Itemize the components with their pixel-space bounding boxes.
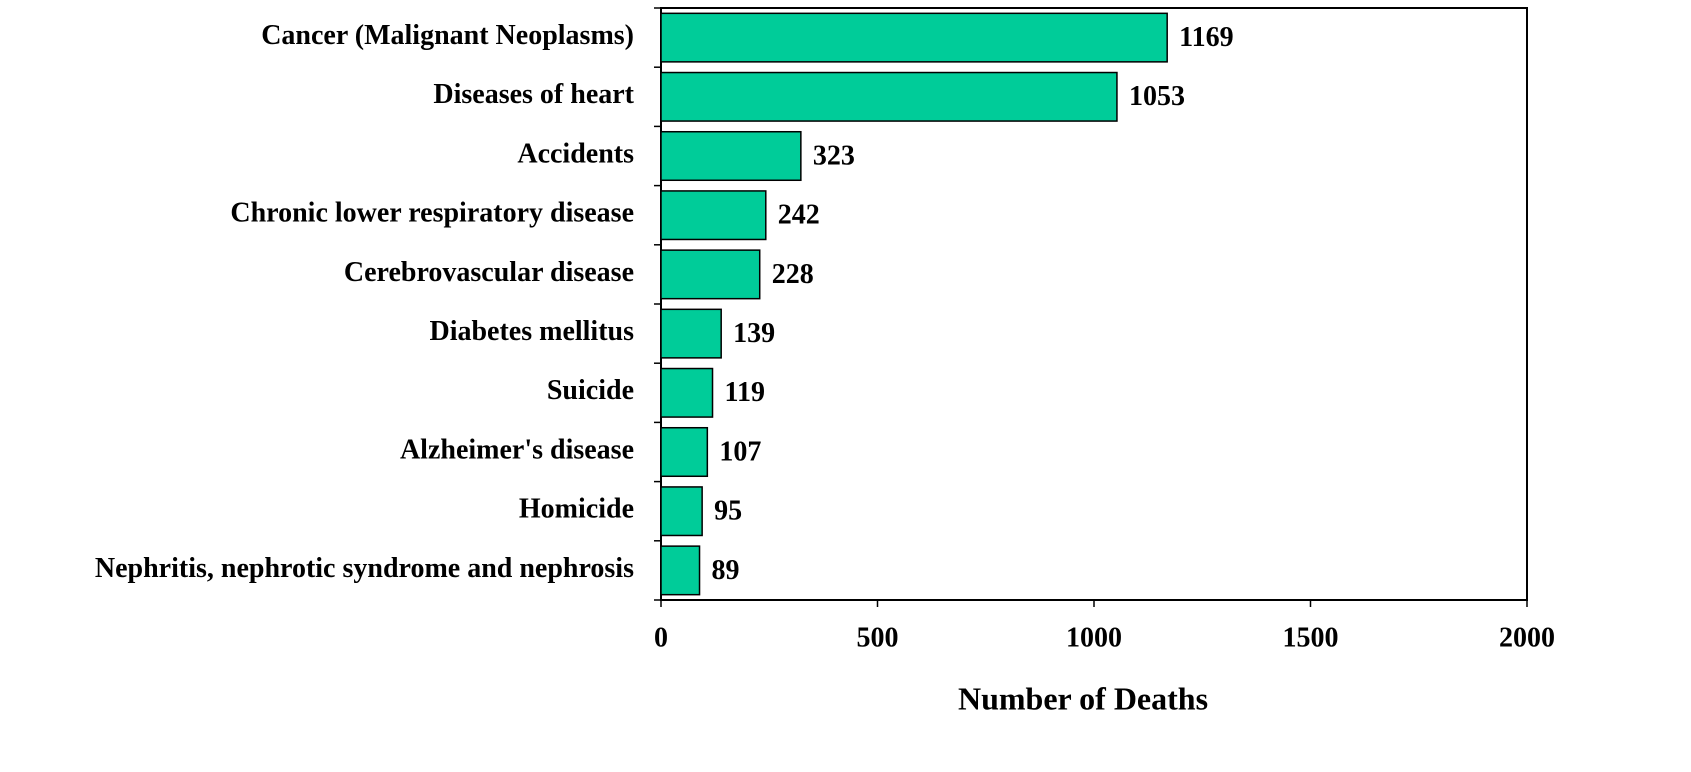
bar xyxy=(660,71,1118,122)
y-tick-label: Diseases of heart xyxy=(433,79,634,110)
y-tick-label: Chronic lower respiratory disease xyxy=(230,198,634,229)
data-label: 89 xyxy=(712,555,740,586)
bar xyxy=(660,486,703,537)
data-label: 242 xyxy=(778,200,820,231)
bar xyxy=(660,545,701,596)
data-label: 228 xyxy=(772,259,814,290)
bar xyxy=(660,308,722,359)
bar xyxy=(660,130,802,182)
x-tick-label: 0 xyxy=(654,622,668,653)
data-label: 95 xyxy=(714,496,742,527)
data-label: 1053 xyxy=(1129,81,1185,112)
y-tick-label: Accidents xyxy=(517,138,634,169)
y-tick-label: Alzheimer's disease xyxy=(400,434,634,465)
y-tick-label: Homicide xyxy=(519,494,634,525)
data-label: 139 xyxy=(733,318,775,349)
y-tick-label: Suicide xyxy=(547,375,634,406)
data-label: 107 xyxy=(719,436,761,467)
x-tick-label: 1000 xyxy=(1066,622,1122,653)
y-tick-label: Diabetes mellitus xyxy=(429,316,634,347)
bar xyxy=(660,190,767,241)
x-tick-label: 2000 xyxy=(1499,622,1555,653)
data-label: 323 xyxy=(813,140,855,171)
bar xyxy=(660,426,709,478)
data-label: 1169 xyxy=(1179,22,1233,53)
bar xyxy=(660,12,1168,63)
bar xyxy=(660,367,714,418)
y-tick-label: Nephritis, nephrotic syndrome and nephro… xyxy=(95,553,634,584)
x-tick-label: 1500 xyxy=(1283,622,1339,653)
data-label: 119 xyxy=(725,377,765,408)
bar xyxy=(660,249,761,300)
x-tick-label: 500 xyxy=(857,622,899,653)
x-axis-label: Number of Deaths xyxy=(958,680,1208,716)
y-tick-label: Cancer (Malignant Neoplasms) xyxy=(261,20,634,51)
y-tick-label: Cerebrovascular disease xyxy=(344,257,634,288)
